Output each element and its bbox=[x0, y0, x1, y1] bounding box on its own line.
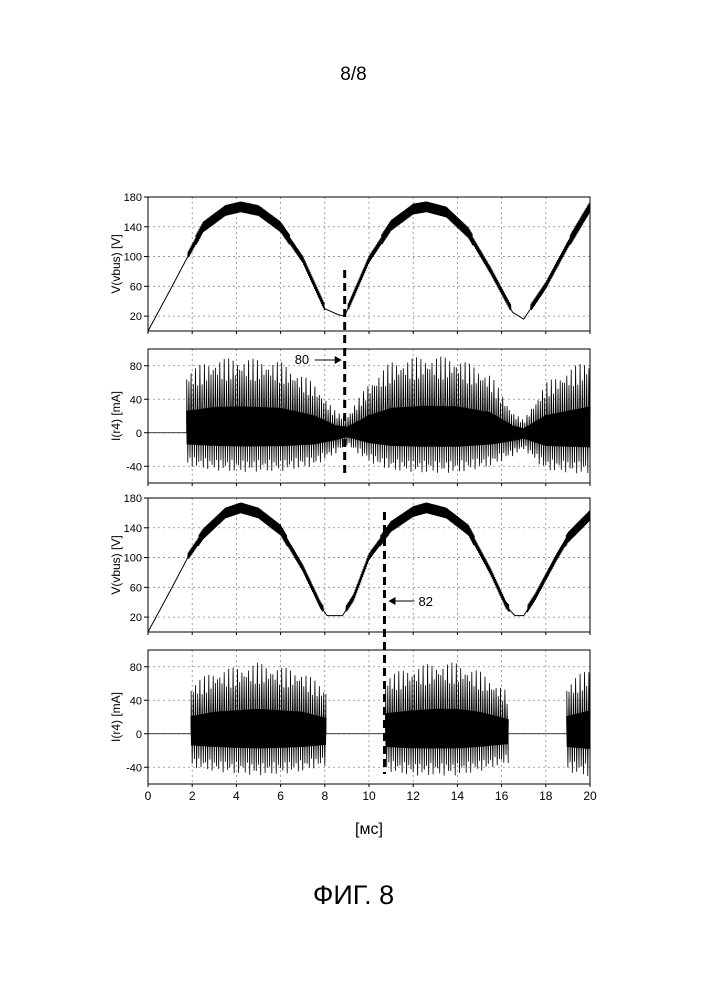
x-tick-label: 0 bbox=[145, 789, 152, 803]
y-axis-label: V(vbus) [V] bbox=[109, 234, 123, 293]
figure-label: ФИГ. 8 bbox=[0, 880, 707, 911]
x-tick-label: 16 bbox=[495, 789, 509, 803]
chart-panel-2: -40 0 40 80 I(r4) [mA] bbox=[109, 349, 590, 486]
y-axis-label: I(r4) [mA] bbox=[109, 692, 123, 742]
y-tick-label: 80 bbox=[130, 662, 142, 674]
current-core-band bbox=[567, 710, 590, 749]
marker-label-80: 80 bbox=[295, 352, 309, 367]
current-core-band bbox=[386, 709, 509, 749]
chart-panel-1: 20 60 100 140 180 V(vbus) [V] bbox=[109, 192, 590, 334]
x-tick-label: 18 bbox=[539, 789, 553, 803]
y-tick-label: 0 bbox=[136, 428, 142, 440]
voltage-trace bbox=[148, 202, 590, 332]
voltage-trace bbox=[148, 503, 590, 632]
x-tick-label: 8 bbox=[321, 789, 328, 803]
x-axis-label: [мс] bbox=[355, 821, 383, 838]
x-tick-label: 14 bbox=[451, 789, 465, 803]
x-tick-label: 4 bbox=[233, 789, 240, 803]
marker-arrowhead-80 bbox=[335, 356, 342, 364]
y-tick-label: 180 bbox=[124, 192, 142, 204]
y-axis-label: I(r4) [mA] bbox=[109, 391, 123, 441]
marker-arrowhead-82 bbox=[388, 597, 395, 605]
y-tick-label: 80 bbox=[130, 361, 142, 373]
y-tick-label: -40 bbox=[126, 762, 142, 774]
y-tick-label: 140 bbox=[124, 523, 142, 535]
x-tick-label: 12 bbox=[407, 789, 421, 803]
x-tick-label: 2 bbox=[189, 789, 196, 803]
y-tick-label: 60 bbox=[130, 281, 142, 293]
marker-label-82: 82 bbox=[418, 594, 432, 609]
y-tick-label: 40 bbox=[130, 695, 142, 707]
y-tick-label: 40 bbox=[130, 394, 142, 406]
x-tick-label: 10 bbox=[362, 789, 376, 803]
y-tick-label: 140 bbox=[124, 222, 142, 234]
y-tick-label: 60 bbox=[130, 582, 142, 594]
y-tick-label: 100 bbox=[124, 553, 142, 565]
chart-panel-3: 20 60 100 140 180 V(vbus) [V] bbox=[109, 493, 590, 635]
current-core-band bbox=[191, 709, 326, 749]
y-tick-label: -40 bbox=[126, 461, 142, 473]
y-tick-label: 100 bbox=[124, 252, 142, 264]
y-tick-label: 20 bbox=[130, 311, 142, 323]
x-tick-label: 6 bbox=[277, 789, 284, 803]
current-core-band bbox=[187, 406, 590, 448]
y-axis-label: V(vbus) [V] bbox=[109, 535, 123, 594]
y-tick-label: 20 bbox=[130, 612, 142, 624]
chart-panel-4: -40 0 40 80 I(r4) [mA] bbox=[109, 650, 590, 787]
x-tick-label: 20 bbox=[583, 789, 597, 803]
y-tick-label: 0 bbox=[136, 729, 142, 741]
y-tick-label: 180 bbox=[124, 493, 142, 505]
